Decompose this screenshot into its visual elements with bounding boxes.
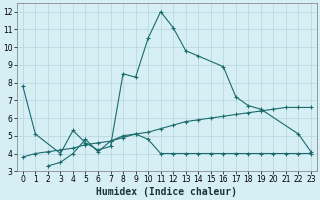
X-axis label: Humidex (Indice chaleur): Humidex (Indice chaleur) — [96, 187, 237, 197]
